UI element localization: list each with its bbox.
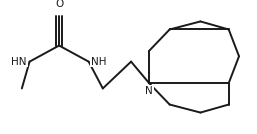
Text: HN: HN [12, 57, 27, 67]
Text: NH: NH [91, 57, 107, 67]
Text: O: O [55, 0, 63, 9]
Text: N: N [145, 86, 153, 96]
